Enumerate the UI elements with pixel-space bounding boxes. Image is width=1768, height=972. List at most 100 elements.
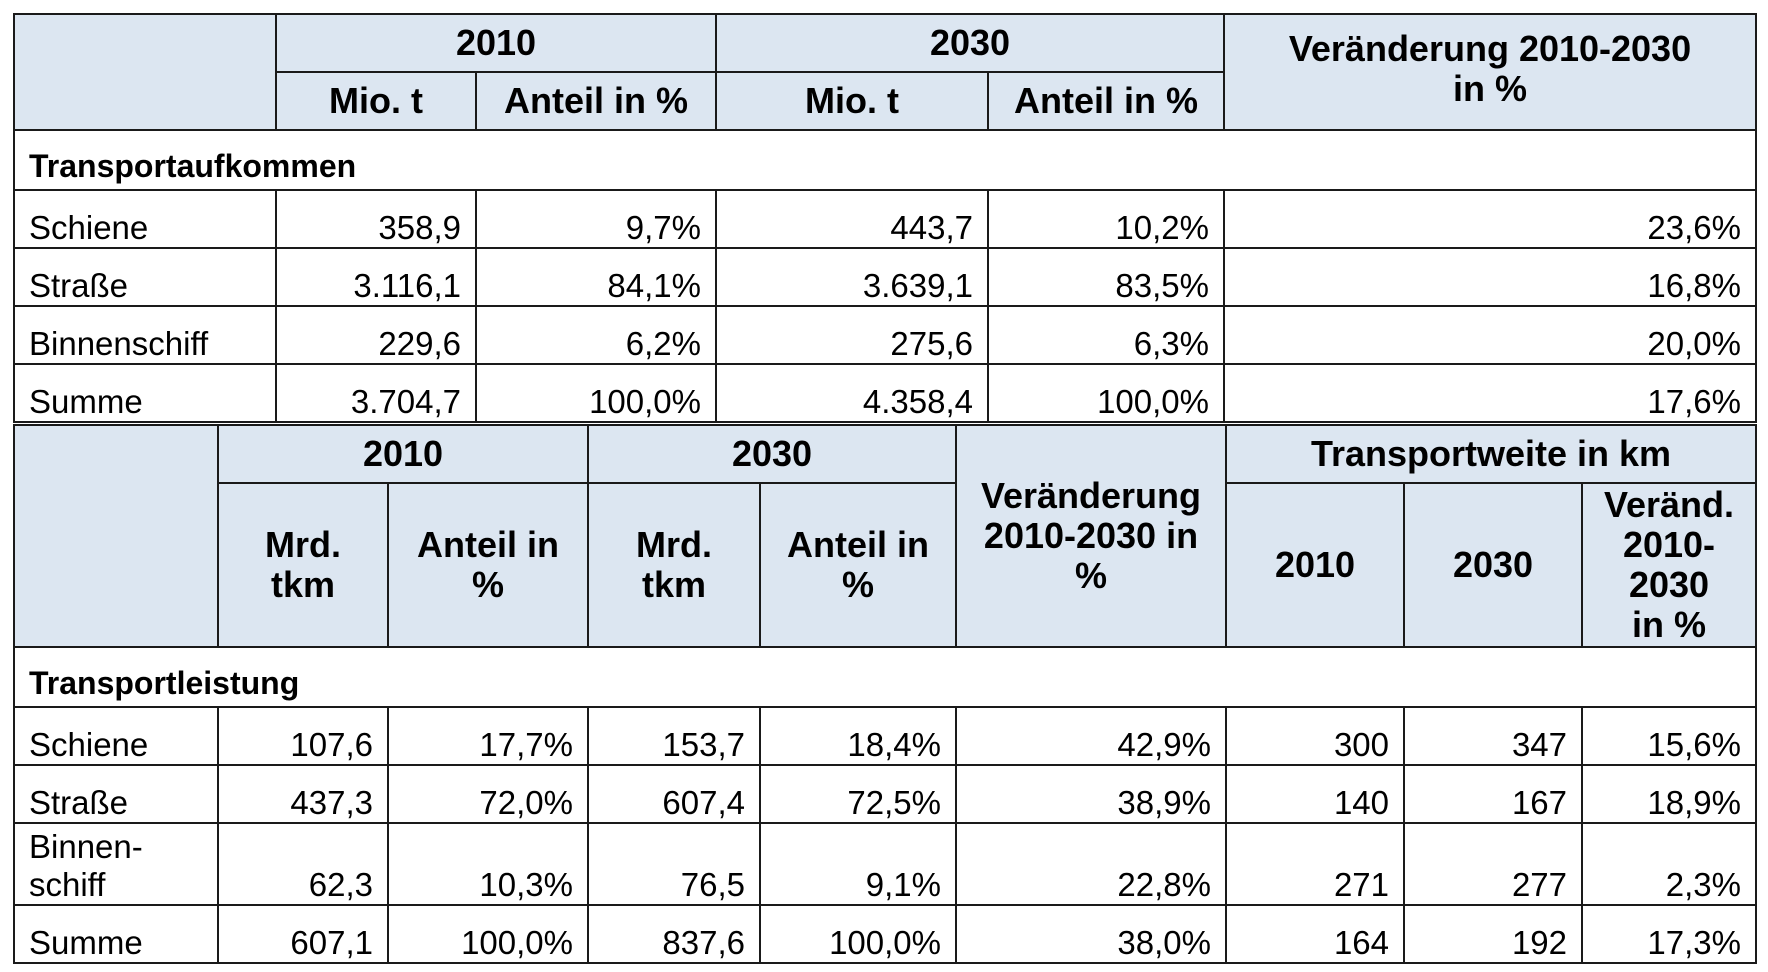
row-label: Binnenschiff: [13, 305, 277, 365]
table-row: Straße 3.116,1 84,1% 3.639,1 83,5% 16,8%: [13, 247, 1757, 307]
cell-anteil-2010: 100,0%: [475, 363, 717, 423]
table-row: Binnenschiff 229,6 6,2% 275,6 6,3% 20,0%: [13, 305, 1757, 365]
cell-anteil-2030: 83,5%: [987, 247, 1225, 307]
cell-km-2010: 300: [1225, 706, 1405, 766]
cell-mio-2010: 3.116,1: [275, 247, 477, 307]
row-label: Binnen- schiff: [13, 822, 219, 906]
cell-anteil-2030: 18,4%: [759, 706, 957, 766]
header-anteil-2030: Anteil in %: [759, 482, 957, 648]
cell-anteil-2010: 17,7%: [387, 706, 589, 766]
cell-km-2030: 347: [1403, 706, 1583, 766]
header-change-line3: %: [1074, 555, 1107, 596]
header-weite-change-line2: 2010-: [1622, 524, 1716, 565]
header-weite-change-line3: 2030: [1628, 564, 1710, 605]
header-anteil-2010-line1: Anteil in: [417, 524, 559, 565]
cell-mrd-2030: 607,4: [587, 764, 761, 824]
cell-mio-2030: 4.358,4: [715, 363, 989, 423]
row-label-line2: schiff: [29, 866, 106, 903]
table-row: Summe 3.704,7 100,0% 4.358,4 100,0% 17,6…: [13, 363, 1757, 423]
header-weite-2010: 2010: [1225, 482, 1405, 648]
header-weite-2030: 2030: [1403, 482, 1583, 648]
cell-anteil-2030: 100,0%: [759, 904, 957, 964]
header-change-line2: in %: [1452, 68, 1527, 109]
cell-km-2030: 192: [1403, 904, 1583, 964]
header-mrd-2010-line2: tkm: [270, 564, 336, 605]
cell-mio-2010: 229,6: [275, 305, 477, 365]
section-title: Transportleistung: [13, 646, 1757, 708]
cell-mio-2010: 358,9: [275, 189, 477, 249]
table-row: Schiene 107,6 17,7% 153,7 18,4% 42,9% 30…: [13, 706, 1757, 766]
cell-anteil-2010: 9,7%: [475, 189, 717, 249]
cell-mio-2030: 3.639,1: [715, 247, 989, 307]
row-label: Summe: [13, 904, 219, 964]
transportaufkommen-table: 2010 2030 Veränderung 2010-2030 in % Mio…: [13, 13, 1757, 423]
table-row: Straße 437,3 72,0% 607,4 72,5% 38,9% 140…: [13, 764, 1757, 824]
table-row: Schiene 358,9 9,7% 443,7 10,2% 23,6%: [13, 189, 1757, 249]
cell-km-change: 2,3%: [1581, 822, 1757, 906]
cell-km-change: 18,9%: [1581, 764, 1757, 824]
cell-change: 16,8%: [1223, 247, 1757, 307]
header-year-2010: 2010: [217, 424, 589, 484]
row-label: Schiene: [13, 706, 219, 766]
header-anteil-2010-line2: %: [471, 564, 504, 605]
cell-change: 23,6%: [1223, 189, 1757, 249]
row-label: Straße: [13, 247, 277, 307]
cell-mrd-2030: 837,6: [587, 904, 761, 964]
cell-anteil-2010: 72,0%: [387, 764, 589, 824]
cell-change: 38,0%: [955, 904, 1227, 964]
table-row: Summe 607,1 100,0% 837,6 100,0% 38,0% 16…: [13, 904, 1757, 964]
row-label: Straße: [13, 764, 219, 824]
cell-anteil-2010: 10,3%: [387, 822, 589, 906]
header-change: Veränderung 2010-2030 in %: [1223, 13, 1757, 131]
table-row: Binnen- schiff 62,3 10,3% 76,5 9,1% 22,8…: [13, 822, 1757, 906]
cell-anteil-2030: 72,5%: [759, 764, 957, 824]
header-mrd-2030: Mrd. tkm: [587, 482, 761, 648]
transportleistung-table: 2010 2030 Veränderung 2010-2030 in % Tra…: [13, 424, 1757, 964]
cell-km-2010: 140: [1225, 764, 1405, 824]
cell-mio-2030: 275,6: [715, 305, 989, 365]
header-mrd-2030-line1: Mrd.: [636, 524, 712, 565]
header-change: Veränderung 2010-2030 in %: [955, 424, 1227, 648]
header-mrd-2010-line1: Mrd.: [265, 524, 341, 565]
header-weite-change: Veränd. 2010- 2030 in %: [1581, 482, 1757, 648]
header-anteil-2030: Anteil in %: [987, 71, 1225, 131]
cell-mrd-2010: 607,1: [217, 904, 389, 964]
header-anteil-2030-line1: Anteil in: [787, 524, 929, 565]
cell-km-2010: 164: [1225, 904, 1405, 964]
section-title: Transportaufkommen: [13, 129, 1757, 191]
header-year-2030: 2030: [587, 424, 957, 484]
header-corner: [13, 13, 277, 131]
cell-change: 38,9%: [955, 764, 1227, 824]
header-anteil-2030-line2: %: [841, 564, 874, 605]
cell-anteil-2010: 100,0%: [387, 904, 589, 964]
cell-anteil-2010: 84,1%: [475, 247, 717, 307]
cell-km-2010: 271: [1225, 822, 1405, 906]
header-year-2030: 2030: [715, 13, 1225, 73]
header-mrd-2010: Mrd. tkm: [217, 482, 389, 648]
header-weite-change-line1: Veränd.: [1603, 484, 1735, 525]
header-transportweite: Transportweite in km: [1225, 424, 1757, 484]
cell-anteil-2010: 6,2%: [475, 305, 717, 365]
cell-change: 42,9%: [955, 706, 1227, 766]
cell-mrd-2030: 153,7: [587, 706, 761, 766]
cell-anteil-2030: 100,0%: [987, 363, 1225, 423]
header-change-line2: 2010-2030 in: [983, 515, 1199, 556]
cell-change: 20,0%: [1223, 305, 1757, 365]
cell-km-2030: 167: [1403, 764, 1583, 824]
header-anteil-2010: Anteil in %: [475, 71, 717, 131]
cell-mrd-2030: 76,5: [587, 822, 761, 906]
row-label-line1: Summe: [29, 924, 143, 961]
header-change-line1: Veränderung: [980, 475, 1202, 516]
row-label: Schiene: [13, 189, 277, 249]
row-label: Summe: [13, 363, 277, 423]
cell-km-change: 17,3%: [1581, 904, 1757, 964]
header-mio-2030: Mio. t: [715, 71, 989, 131]
row-label-line1: Binnen-: [29, 828, 143, 865]
header-weite-change-line4: in %: [1631, 604, 1706, 645]
cell-km-2030: 277: [1403, 822, 1583, 906]
header-mrd-2030-line2: tkm: [641, 564, 707, 605]
cell-mio-2010: 3.704,7: [275, 363, 477, 423]
row-label-line1: Schiene: [29, 726, 149, 763]
cell-anteil-2030: 6,3%: [987, 305, 1225, 365]
header-corner: [13, 424, 219, 648]
